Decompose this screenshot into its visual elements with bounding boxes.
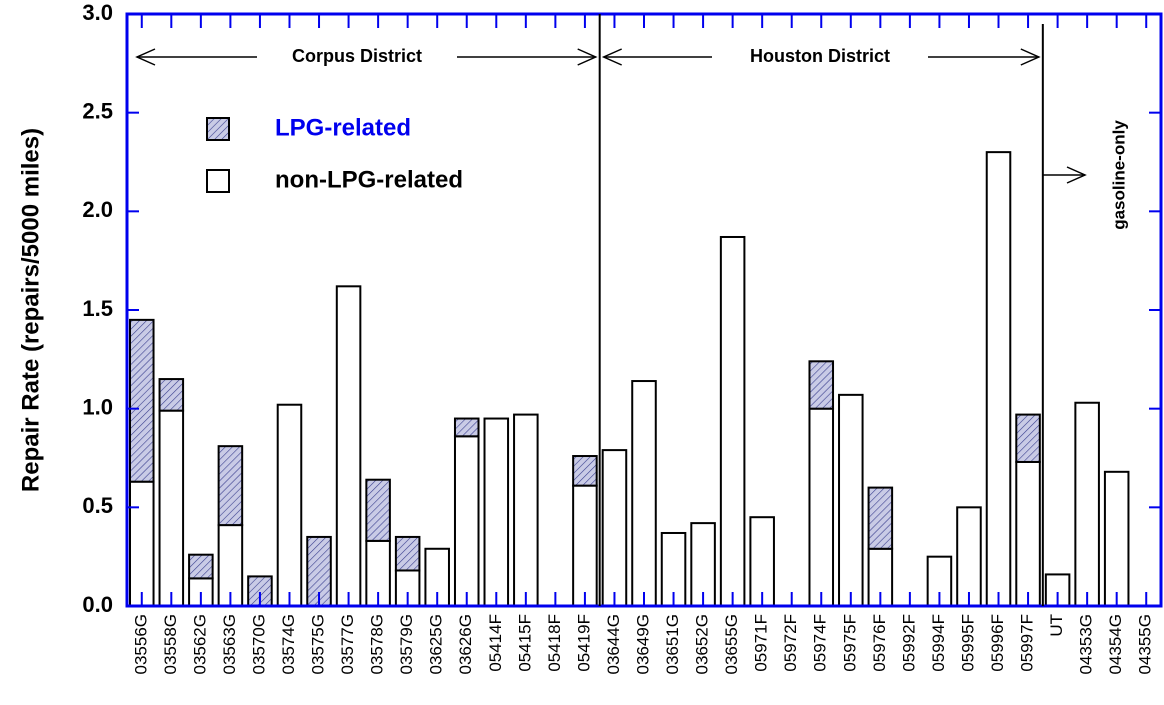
x-tick-label: 03651G bbox=[663, 614, 682, 675]
bar-segment bbox=[631, 380, 657, 608]
bar-segment bbox=[365, 478, 391, 542]
x-tick-label: 03570G bbox=[249, 614, 268, 675]
x-tick-label: 03575G bbox=[309, 614, 328, 675]
bar-segment bbox=[808, 360, 835, 410]
bar-segment bbox=[453, 435, 480, 607]
x-tick-label: 03625G bbox=[427, 614, 446, 675]
x-tick-label: 03626G bbox=[456, 614, 475, 675]
arrow-head bbox=[601, 48, 622, 66]
bar-segment bbox=[1015, 460, 1041, 607]
x-tick-label: 05971F bbox=[752, 614, 771, 672]
x-tick-label: 03578G bbox=[368, 614, 387, 675]
x-tick-label: 03579G bbox=[397, 614, 416, 675]
x-tick-label: 05972F bbox=[781, 614, 800, 672]
bar-segment bbox=[1074, 401, 1100, 607]
x-tick-label: 04353G bbox=[1077, 614, 1096, 675]
x-tick-label: 03556G bbox=[131, 614, 150, 675]
x-tick-label: 03574G bbox=[279, 614, 298, 675]
x-tick-label: 05995F bbox=[958, 614, 977, 672]
bar-segment bbox=[158, 409, 185, 608]
annotation: Corpus District bbox=[292, 46, 422, 66]
arrow-head bbox=[1066, 166, 1087, 184]
y-tick-label: 0.5 bbox=[82, 493, 113, 518]
x-tick-label: 03655G bbox=[722, 614, 741, 675]
annotation: gasoline-only bbox=[1109, 120, 1128, 230]
x-tick-label: 03649G bbox=[633, 614, 652, 675]
bar-segment bbox=[985, 151, 1012, 607]
x-tick-label: UT bbox=[1047, 614, 1066, 637]
bar-segment bbox=[129, 480, 155, 607]
bar-segment bbox=[838, 393, 864, 607]
bar-segment bbox=[1103, 470, 1130, 607]
y-tick-label: 2.0 bbox=[82, 197, 113, 222]
x-tick-label: 03577G bbox=[338, 614, 357, 675]
x-tick-label: 03558G bbox=[161, 614, 180, 675]
y-tick-label: 0.0 bbox=[82, 592, 113, 617]
x-tick-label: 05997F bbox=[1018, 614, 1037, 672]
x-tick-label: 05414F bbox=[486, 614, 505, 672]
bar-segment bbox=[601, 449, 628, 607]
y-tick-label: 1.0 bbox=[82, 394, 113, 419]
bar-segment bbox=[513, 413, 539, 607]
bar-segment bbox=[808, 407, 835, 607]
y-axis-label: Repair Rate (repairs/5000 miles) bbox=[17, 128, 44, 492]
x-tick-label: 05975F bbox=[840, 614, 859, 672]
x-tick-label: 04355G bbox=[1136, 614, 1155, 675]
x-tick-label: 05996F bbox=[988, 614, 1007, 672]
x-tick-label: 03652G bbox=[693, 614, 712, 675]
bar-segment bbox=[572, 455, 598, 487]
annotation: Houston District bbox=[750, 46, 890, 66]
y-tick-label: 1.5 bbox=[82, 296, 113, 321]
y-tick-label: 2.5 bbox=[82, 98, 113, 123]
bar-segment bbox=[483, 417, 510, 607]
legend-swatch bbox=[206, 117, 230, 141]
bar-segment bbox=[129, 318, 155, 483]
x-tick-label: 05976F bbox=[870, 614, 889, 672]
bar-segment bbox=[1015, 413, 1041, 463]
legend-label: LPG-related bbox=[275, 114, 411, 141]
bar-segment bbox=[453, 417, 480, 438]
bar-segment bbox=[956, 506, 982, 608]
bar-segment bbox=[572, 484, 598, 608]
x-tick-label: 04354G bbox=[1106, 614, 1125, 675]
bar-segment bbox=[188, 553, 214, 580]
bar-segment bbox=[394, 535, 421, 572]
x-tick-label: 05418F bbox=[545, 614, 564, 672]
x-tick-label: 05419F bbox=[574, 614, 593, 672]
arrow-head bbox=[135, 48, 156, 66]
x-tick-label: 03644G bbox=[604, 614, 623, 675]
bar-segment bbox=[217, 445, 244, 527]
arrow-head bbox=[1020, 48, 1041, 66]
bar-segment bbox=[719, 235, 746, 607]
legend-swatch bbox=[206, 169, 230, 193]
bar-segment bbox=[335, 285, 362, 607]
x-tick-label: 03563G bbox=[220, 614, 239, 675]
legend-label: non-LPG-related bbox=[275, 166, 463, 193]
bar-segment bbox=[158, 378, 185, 412]
x-tick-label: 05415F bbox=[515, 614, 534, 672]
x-tick-label: 05974F bbox=[811, 614, 830, 672]
bar-segment bbox=[276, 403, 303, 607]
x-tick-label: 05994F bbox=[929, 614, 948, 672]
x-tick-label: 05992F bbox=[899, 614, 918, 672]
arrow-head bbox=[577, 48, 598, 66]
y-tick-label: 3.0 bbox=[82, 0, 113, 25]
bar-segment bbox=[867, 486, 894, 550]
x-tick-label: 03562G bbox=[190, 614, 209, 675]
